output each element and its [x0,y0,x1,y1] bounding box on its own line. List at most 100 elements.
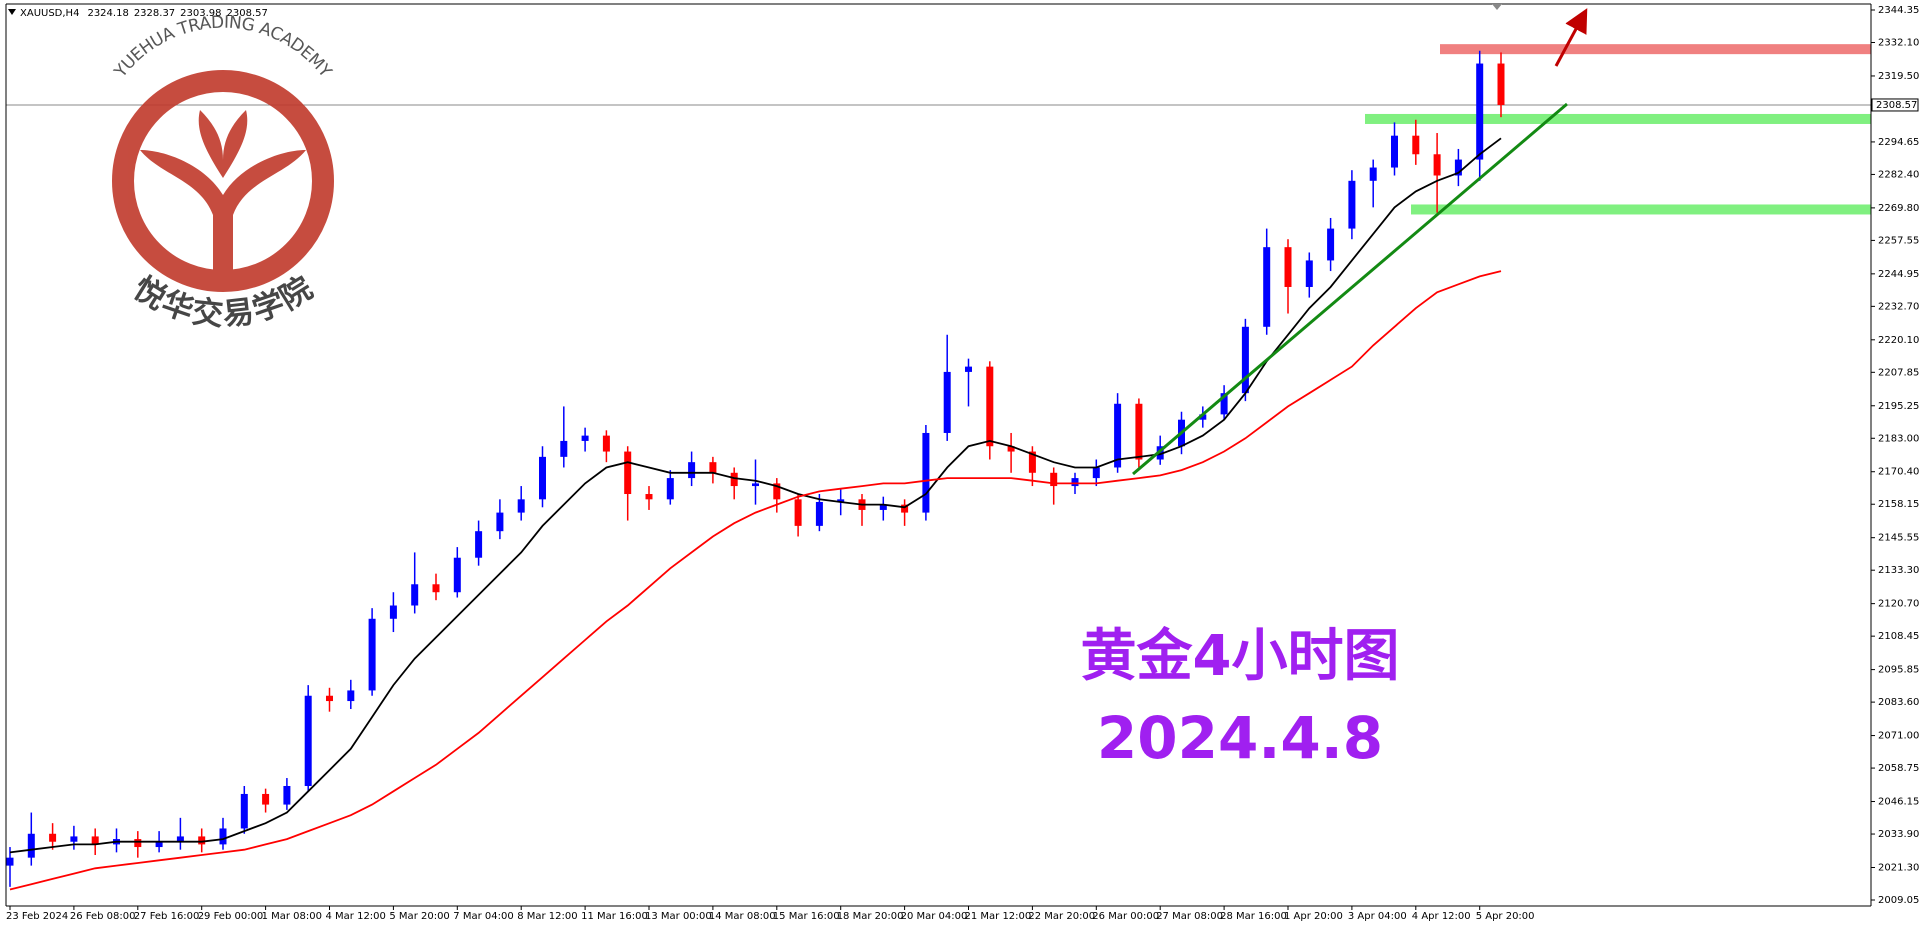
candle-body [91,836,99,845]
y-tick-label: 2108.45 [1878,631,1919,642]
candle-body [411,584,419,606]
symbol: XAUUSD,H4 [20,8,79,19]
x-tick-label: 23 Feb 2024 [6,911,68,922]
y-tick-label: 2021.30 [1878,862,1919,873]
candle-body [347,690,355,702]
y-tick-label: 2158.15 [1878,499,1919,510]
y-tick-label: 2344.35 [1878,5,1919,16]
x-tick-label: 7 Mar 04:00 [453,911,513,922]
candle-body [815,501,823,526]
candle-body [1305,260,1313,287]
candle-body [581,435,589,441]
x-tick-label: 26 Mar 00:00 [1092,911,1159,922]
candle-body [730,472,738,487]
header-low: 2303.98 [180,8,221,19]
y-tick-label: 2232.70 [1878,301,1919,312]
chart-header: XAUUSD,H4 2324.18 2328.37 2303.98 2308.57 [20,8,268,19]
candle-body [773,483,781,500]
current-price-label: 2308.57 [1876,100,1917,111]
candle-body [1476,63,1484,160]
y-tick-label: 2145.55 [1878,533,1919,544]
candle-body [901,504,909,513]
candle-body [943,371,951,433]
candle-body [1028,451,1036,473]
x-tick-label: 5 Apr 20:00 [1476,911,1535,922]
x-tick-label: 27 Mar 08:00 [1156,911,1223,922]
candle-body [1241,326,1249,394]
x-tick-label: 14 Mar 08:00 [709,911,776,922]
y-tick-label: 2220.10 [1878,335,1919,346]
trend-arrow [1554,8,1588,67]
price-zone [1411,204,1871,215]
candle-body [922,432,930,513]
x-tick-label: 20 Mar 04:00 [901,911,968,922]
candle-body [70,836,78,842]
x-tick-label: 29 Feb 00:00 [198,911,264,922]
candle-body [1071,478,1079,487]
logo-leaf [198,110,248,178]
candle-body [1348,180,1356,229]
candle-body [453,557,461,593]
candle-body [624,451,632,495]
candle-body [1199,414,1207,420]
y-tick-label: 2257.55 [1878,235,1919,246]
candle-body [1156,446,1164,460]
candle-body [539,456,546,500]
candle-body [1433,154,1441,176]
y-tick-label: 2294.65 [1878,137,1919,148]
annotation-title: 黄金4小时图 [1081,624,1400,689]
candle-body [240,793,248,829]
y-tick-label: 2170.40 [1878,467,1919,478]
candle-body [134,839,142,848]
candle-body [1369,167,1377,181]
x-tick-label: 27 Feb 16:00 [134,911,200,922]
moving-average [9,270,1502,891]
candle-body [1007,446,1015,452]
candle-body [283,785,291,805]
y-tick-label: 2095.85 [1878,665,1919,676]
candle-body [155,841,163,848]
candle-body [965,366,972,372]
y-tick-label: 2282.40 [1878,169,1919,180]
candle-body [560,440,568,457]
y-tick-label: 2083.60 [1878,697,1919,708]
candle-body [1263,247,1271,327]
candle-body [837,499,845,502]
annotation-date: 2024.4.8 [1097,704,1383,772]
header-close: 2308.57 [227,8,268,19]
y-tick-label: 2009.05 [1878,895,1919,906]
price-zone [1440,44,1871,55]
candle-body [517,499,525,513]
x-tick-label: 28 Mar 16:00 [1220,911,1287,922]
candle-body [219,828,227,845]
header-open: 2324.18 [87,8,128,19]
y-tick-label: 2120.70 [1878,599,1919,610]
candle-body [666,478,674,500]
y-tick-label: 2195.25 [1878,401,1919,412]
candle-body [794,499,802,526]
x-tick-label: 4 Apr 12:00 [1412,911,1471,922]
candle-body [1497,63,1505,105]
candle-body [1327,228,1335,261]
x-tick-label: 26 Feb 08:00 [70,911,136,922]
y-tick-label: 2133.30 [1878,565,1919,576]
x-tick-label: 18 Mar 20:00 [837,911,904,922]
candle-body [986,366,994,447]
y-tick-label: 2319.50 [1878,71,1919,82]
x-tick-label: 15 Mar 16:00 [773,911,840,922]
shift-marker [1492,4,1502,10]
candle-body [304,695,312,786]
x-tick-label: 21 Mar 12:00 [965,911,1032,922]
candle-body [879,504,887,510]
x-tick-label: 8 Mar 12:00 [517,911,577,922]
candle-body [1050,472,1058,487]
x-tick-label: 3 Apr 04:00 [1348,911,1407,922]
moving-average [9,137,1502,854]
candle-body [602,435,610,452]
candle-body [1412,135,1420,155]
candle-body [49,833,57,842]
candle-body [1454,159,1462,176]
y-tick-label: 2207.85 [1878,367,1919,378]
